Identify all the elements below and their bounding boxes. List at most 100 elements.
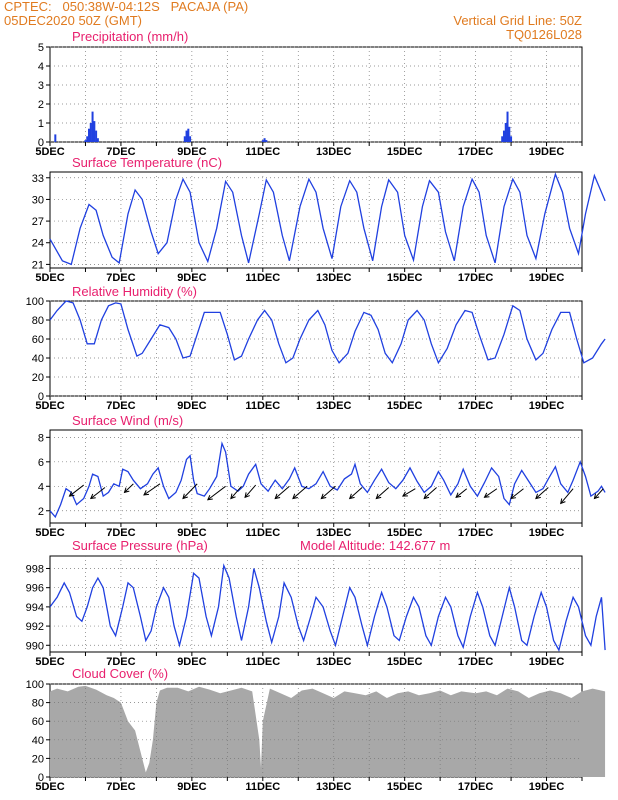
humidity-frame [49, 300, 583, 397]
cloud-ytick-label-0: 0 [38, 772, 44, 784]
precipitation-xtick-label-2: 9DEC [177, 146, 206, 158]
precipitation-bar-0 [54, 134, 57, 142]
wind-frame [49, 429, 583, 524]
wind-ytick-label-2: 6 [38, 457, 44, 469]
wind-arrowhead-3 [143, 490, 150, 496]
wind-ytick-label-3: 8 [38, 432, 44, 444]
cloud-xtick-label-6: 17DEC [458, 781, 494, 793]
pressure-xtick-label-1: 7DEC [106, 656, 135, 668]
wind-arrowhead-5 [206, 494, 213, 501]
header-line2: 05DEC2020 50Z (GMT) [4, 13, 142, 28]
cloud-xtick-label-0: 5DEC [35, 781, 64, 793]
wind-arrow-16 [484, 488, 498, 498]
wind-arrow-17 [510, 488, 524, 499]
pressure-xtick-label-3: 11DEC [245, 656, 280, 668]
cloud-title: Cloud Cover (%) [72, 666, 168, 681]
temperature-ytick-label-3: 30 [32, 194, 44, 206]
humidity-xtick-label-4: 13DEC [316, 400, 352, 412]
wind-arrow-11 [349, 487, 363, 499]
wind-ytick-label-1: 4 [38, 481, 44, 493]
wind-arrow-19 [560, 488, 574, 504]
precipitation-bar-19 [506, 111, 509, 142]
precipitation-bar-10 [185, 130, 188, 142]
temperature-xtick-label-7: 19DEC [529, 272, 565, 284]
temperature-xtick-label-1: 7DEC [106, 272, 135, 284]
wind-arrowhead-6 [230, 493, 236, 500]
wind-arrow-6 [230, 485, 242, 499]
temperature-xtick-label-0: 5DEC [35, 272, 64, 284]
wind-arrow-15 [455, 488, 468, 498]
wind-arrow-0 [69, 484, 84, 497]
precipitation-ytick-label-5: 5 [38, 42, 44, 54]
wind-line [49, 441, 606, 519]
wind-xtick-label-3: 11DEC [245, 527, 280, 539]
wind-arrowhead-14 [423, 493, 430, 500]
pressure-xtick-label-4: 13DEC [316, 656, 352, 668]
temperature-xtick-label-5: 15DEC [387, 272, 423, 284]
wind-arrow-13 [402, 488, 416, 497]
precipitation-bar-5 [91, 111, 94, 142]
wind-arrowhead-8 [274, 493, 281, 500]
wind-arrowhead-20 [593, 493, 600, 500]
cloud-ytick-label-1: 20 [32, 753, 44, 765]
precipitation-xtick-label-5: 15DEC [387, 146, 423, 158]
precipitation-title: Precipitation (mm/h) [72, 29, 188, 44]
pressure-title: Surface Pressure (hPa) [72, 538, 208, 553]
cloud-ytick-label-5: 100 [26, 679, 44, 691]
humidity-xtick-label-6: 17DEC [458, 400, 494, 412]
precipitation-bar-13 [261, 140, 264, 142]
humidity-ytick-label-0: 0 [38, 391, 44, 403]
precipitation-bar-14 [263, 138, 266, 142]
cloud-xtick-label-2: 9DEC [177, 781, 206, 793]
temperature-xtick-label-3: 11DEC [245, 272, 280, 284]
precipitation-ytick-label-1: 1 [38, 118, 44, 130]
wind-arrowhead-17 [510, 493, 517, 500]
temperature-xtick-label-4: 13DEC [316, 272, 352, 284]
precipitation-xtick-label-0: 5DEC [35, 146, 64, 158]
pressure-xtick-label-0: 5DEC [35, 656, 64, 668]
humidity-xtick-label-3: 11DEC [245, 400, 280, 412]
precipitation-ytick-label-4: 4 [38, 61, 44, 73]
wind-xtick-label-4: 13DEC [316, 527, 352, 539]
precipitation-ytick-label-2: 2 [38, 99, 44, 111]
wind-arrowhead-11 [348, 493, 355, 500]
wind-arrow-8 [274, 485, 290, 499]
precipitation-bar-7 [95, 130, 98, 142]
precipitation-bar-16 [501, 136, 504, 142]
wind-xtick-label-6: 17DEC [458, 527, 494, 539]
wind-arrow-3 [143, 483, 161, 496]
wind-arrowhead-7 [244, 492, 250, 499]
wind-arrowhead-16 [483, 492, 490, 498]
precipitation-bar-8 [96, 138, 99, 142]
wind-arrow-20 [594, 488, 604, 499]
precipitation-xtick-label-3: 11DEC [245, 146, 280, 158]
temperature-ytick-label-2: 27 [32, 216, 44, 228]
pressure-xtick-label-7: 19DEC [529, 656, 565, 668]
pressure-frame [49, 555, 583, 653]
run-code: TQ0126L028 [506, 27, 582, 42]
wind-arrow-12 [375, 487, 390, 499]
pressure-xtick-label-5: 15DEC [387, 656, 423, 668]
temperature-frame [49, 171, 583, 269]
wind-xtick-label-5: 15DEC [387, 527, 423, 539]
pressure-ytick-label-3: 996 [26, 583, 44, 595]
humidity-title: Relative Humidity (%) [72, 284, 197, 299]
precipitation-bar-1 [84, 140, 87, 142]
pressure-ytick-label-4: 998 [26, 563, 44, 575]
cloud-ytick-label-4: 80 [32, 698, 44, 710]
cloud-xtick-label-3: 11DEC [245, 781, 280, 793]
precipitation-xtick-label-6: 17DEC [458, 146, 494, 158]
cloud-area [50, 685, 606, 777]
temperature-line [49, 172, 606, 266]
humidity-xtick-label-7: 19DEC [529, 400, 565, 412]
precipitation-xtick-label-4: 13DEC [316, 146, 352, 158]
humidity-xtick-label-2: 9DEC [177, 400, 206, 412]
wind-arrow-5 [207, 485, 226, 501]
header-line1: CPTEC: 050:38W-04:12S PACAJA (PA) [4, 0, 249, 14]
wind-xtick-label-7: 19DEC [529, 527, 565, 539]
pressure-ytick-label-1: 992 [26, 621, 44, 633]
precipitation-bar-11 [187, 128, 190, 142]
humidity-ytick-label-5: 100 [26, 296, 44, 308]
precipitation-bar-4 [89, 123, 92, 142]
